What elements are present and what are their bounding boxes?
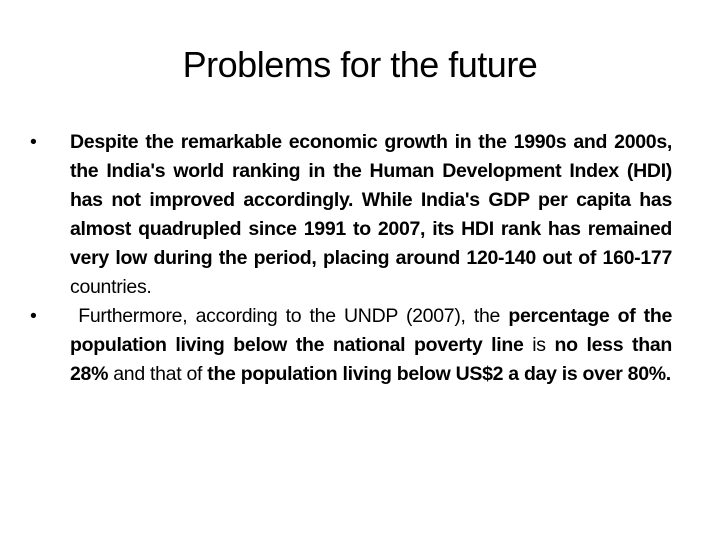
text-run: no less than 28% [70, 334, 672, 385]
bullet: Furthermore, according to the UNDP (2007… [30, 302, 673, 389]
text-run: Furthermore, according to the UNDP (2007… [70, 305, 509, 327]
text-run: Despite the remarkable economic growth i… [70, 131, 672, 269]
text-run: and that of [108, 363, 208, 385]
text-run: the population living below US$2 a day i… [207, 363, 671, 385]
text-run: percentage of the population living belo… [70, 305, 673, 356]
slide-title: Problems for the future [182, 44, 538, 85]
bullet-list: Despite the remarkable economic growth i… [30, 128, 673, 389]
text-run: is [523, 334, 555, 356]
text-run: countries. [70, 276, 152, 298]
bullet: Despite the remarkable economic growth i… [30, 128, 672, 302]
